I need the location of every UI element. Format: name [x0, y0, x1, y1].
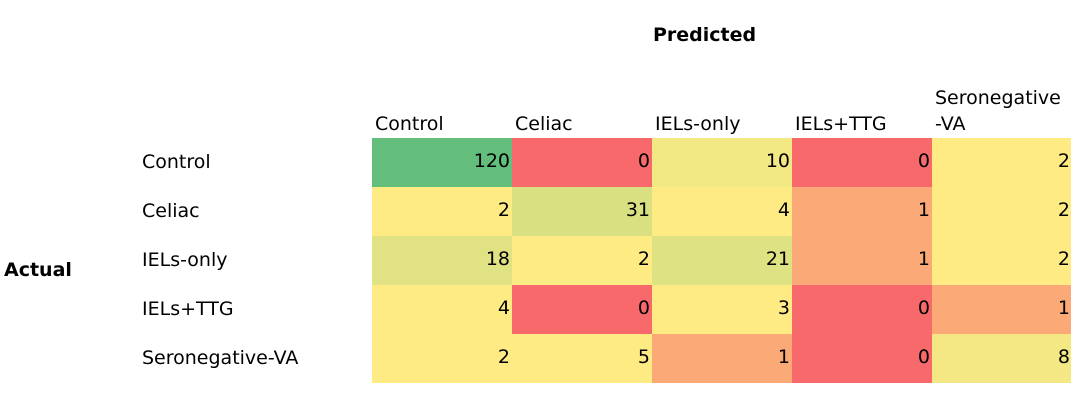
- matrix-cell: 4: [652, 187, 792, 236]
- matrix-cell: 1: [652, 334, 792, 383]
- matrix-cell: 21: [652, 236, 792, 285]
- matrix-cell: 5: [512, 334, 652, 383]
- column-header: IELs-only: [655, 113, 741, 135]
- column-header: Seronegative -VA: [935, 87, 1061, 135]
- column-header: Celiac: [515, 113, 573, 135]
- row-header: Seronegative-VA: [142, 347, 299, 369]
- matrix-cell: 2: [932, 236, 1071, 285]
- matrix-cell: 3: [652, 285, 792, 334]
- matrix-cell: 0: [512, 285, 652, 334]
- matrix-cell: 8: [932, 334, 1071, 383]
- matrix-cell: 0: [792, 138, 932, 187]
- row-axis-title: Actual: [4, 259, 72, 281]
- row-header: Control: [142, 151, 211, 173]
- matrix-cell: 18: [372, 236, 512, 285]
- matrix-cell: 4: [372, 285, 512, 334]
- matrix-cell: 10: [652, 138, 792, 187]
- matrix-cell: 2: [932, 187, 1071, 236]
- row-header: Celiac: [142, 200, 200, 222]
- matrix-cell: 120: [372, 138, 512, 187]
- column-header: Control: [375, 113, 444, 135]
- matrix-cell: 2: [512, 236, 652, 285]
- matrix-cell: 1: [932, 285, 1071, 334]
- matrix-cell: 0: [512, 138, 652, 187]
- column-axis-title: Predicted: [653, 24, 757, 46]
- row-header: IELs+TTG: [142, 298, 234, 320]
- matrix-cell: 2: [372, 334, 512, 383]
- matrix-cell: 2: [372, 187, 512, 236]
- matrix-cell: 2: [932, 138, 1071, 187]
- matrix-cell: 31: [512, 187, 652, 236]
- matrix-cell: 0: [792, 334, 932, 383]
- matrix-cell: 1: [792, 187, 932, 236]
- matrix-cell: 0: [792, 285, 932, 334]
- row-header: IELs-only: [142, 249, 228, 271]
- column-header: IELs+TTG: [795, 113, 887, 135]
- matrix-cell: 1: [792, 236, 932, 285]
